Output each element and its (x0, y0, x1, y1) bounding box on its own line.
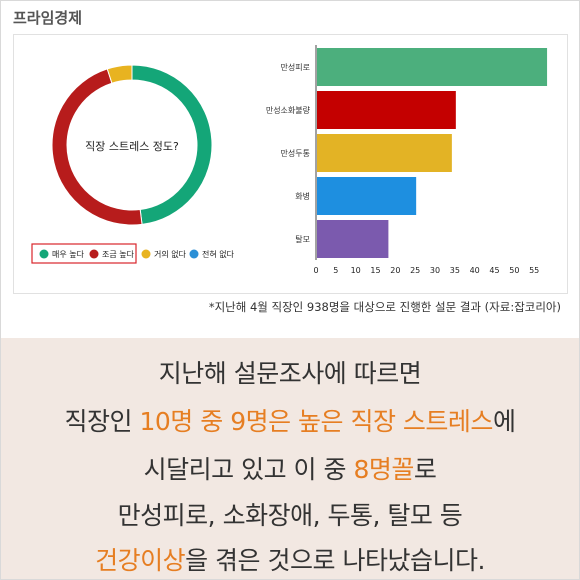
legend-marker-3 (189, 249, 199, 259)
legend-label-0: 매우 높다 (52, 250, 85, 259)
x-tick-label-2: 10 (351, 266, 361, 275)
message-highlight-eight: 8명꼴 (353, 455, 414, 484)
source-footnote: *지난해 4월 직장인 938명을 대상으로 진행한 설문 결과 (자료:잡코리… (208, 300, 561, 314)
message-line-2: 직장인 10명 중 9명은 높은 직장 스트레스에 (1, 402, 579, 438)
bar-2 (317, 134, 452, 172)
legend-marker-1 (89, 249, 99, 259)
charts-svg: 직장 스트레스 정도? 매우 높다 조금 높다 거의 없다 전혀 없다 만성피로만성소… (31, 45, 548, 275)
donut-center-label: 직장 스트레스 정도? (85, 140, 179, 153)
bar-category-label-1: 만성소화불량 (266, 105, 311, 115)
legend-highlight-box (31, 243, 137, 264)
x-tick-label-7: 35 (450, 266, 460, 275)
bar-category-label-2: 만성두통 (281, 149, 310, 158)
legend-label-3: 전혀 없다 (202, 249, 235, 259)
donut-legend: 매우 높다 조금 높다 거의 없다 전혀 없다 (31, 243, 235, 264)
bar-3 (317, 177, 417, 215)
message-line-5-b: 을 겪은 것으로 나타났습니다. (185, 546, 485, 575)
message-highlight-health: 건강이상 (95, 546, 186, 575)
bar-category-label-0: 만성피로 (281, 63, 310, 72)
x-tick-label-6: 30 (430, 266, 440, 275)
message-line-4: 만성피로, 소화장애, 두통, 탈모 등 (117, 501, 463, 530)
legend-label-2: 거의 없다 (154, 249, 187, 259)
message-line-3: 시달리고 있고 이 중 8명꼴로 (1, 450, 579, 486)
legend-marker-0 (39, 249, 49, 259)
bar-category-label-4: 탈모 (295, 234, 310, 244)
bar-4 (317, 220, 389, 258)
legend-label-1: 조금 높다 (102, 250, 135, 259)
message-line-2-c: 에 (492, 407, 516, 436)
x-tick-label-0: 0 (313, 266, 318, 275)
x-tick-label-4: 20 (390, 266, 400, 275)
message-highlight-stress: 10명 중 9명은 높은 직장 스트레스 (139, 407, 493, 436)
message-line-2-a: 직장인 (64, 407, 140, 436)
x-tick-label-10: 50 (509, 266, 519, 275)
bar-0 (317, 48, 548, 86)
x-tick-label-1: 5 (333, 266, 338, 275)
x-tick-label-5: 25 (410, 266, 420, 275)
bar-1 (317, 91, 456, 129)
x-tick-label-11: 55 (529, 266, 539, 275)
donut-chart (51, 64, 213, 226)
x-tick-label-8: 40 (470, 266, 480, 275)
x-tick-label-9: 45 (489, 266, 499, 275)
donut-slice-2 (106, 64, 133, 84)
bar-category-label-3: 화병 (295, 192, 310, 201)
message-line-1: 지난해 설문조사에 따르면 (158, 359, 422, 388)
message-line-3-c: 로 (413, 455, 437, 484)
brand-logo: 프라임경제 (13, 9, 83, 27)
message-line-5: 건강이상을 겪은 것으로 나타났습니다. (1, 541, 579, 577)
message-box: 지난해 설문조사에 따르면 직장인 10명 중 9명은 높은 직장 스트레스에 … (1, 338, 579, 579)
message-line-3-a: 시달리고 있고 이 중 (143, 455, 354, 484)
legend-marker-2 (141, 249, 151, 259)
x-tick-label-3: 15 (370, 266, 380, 275)
